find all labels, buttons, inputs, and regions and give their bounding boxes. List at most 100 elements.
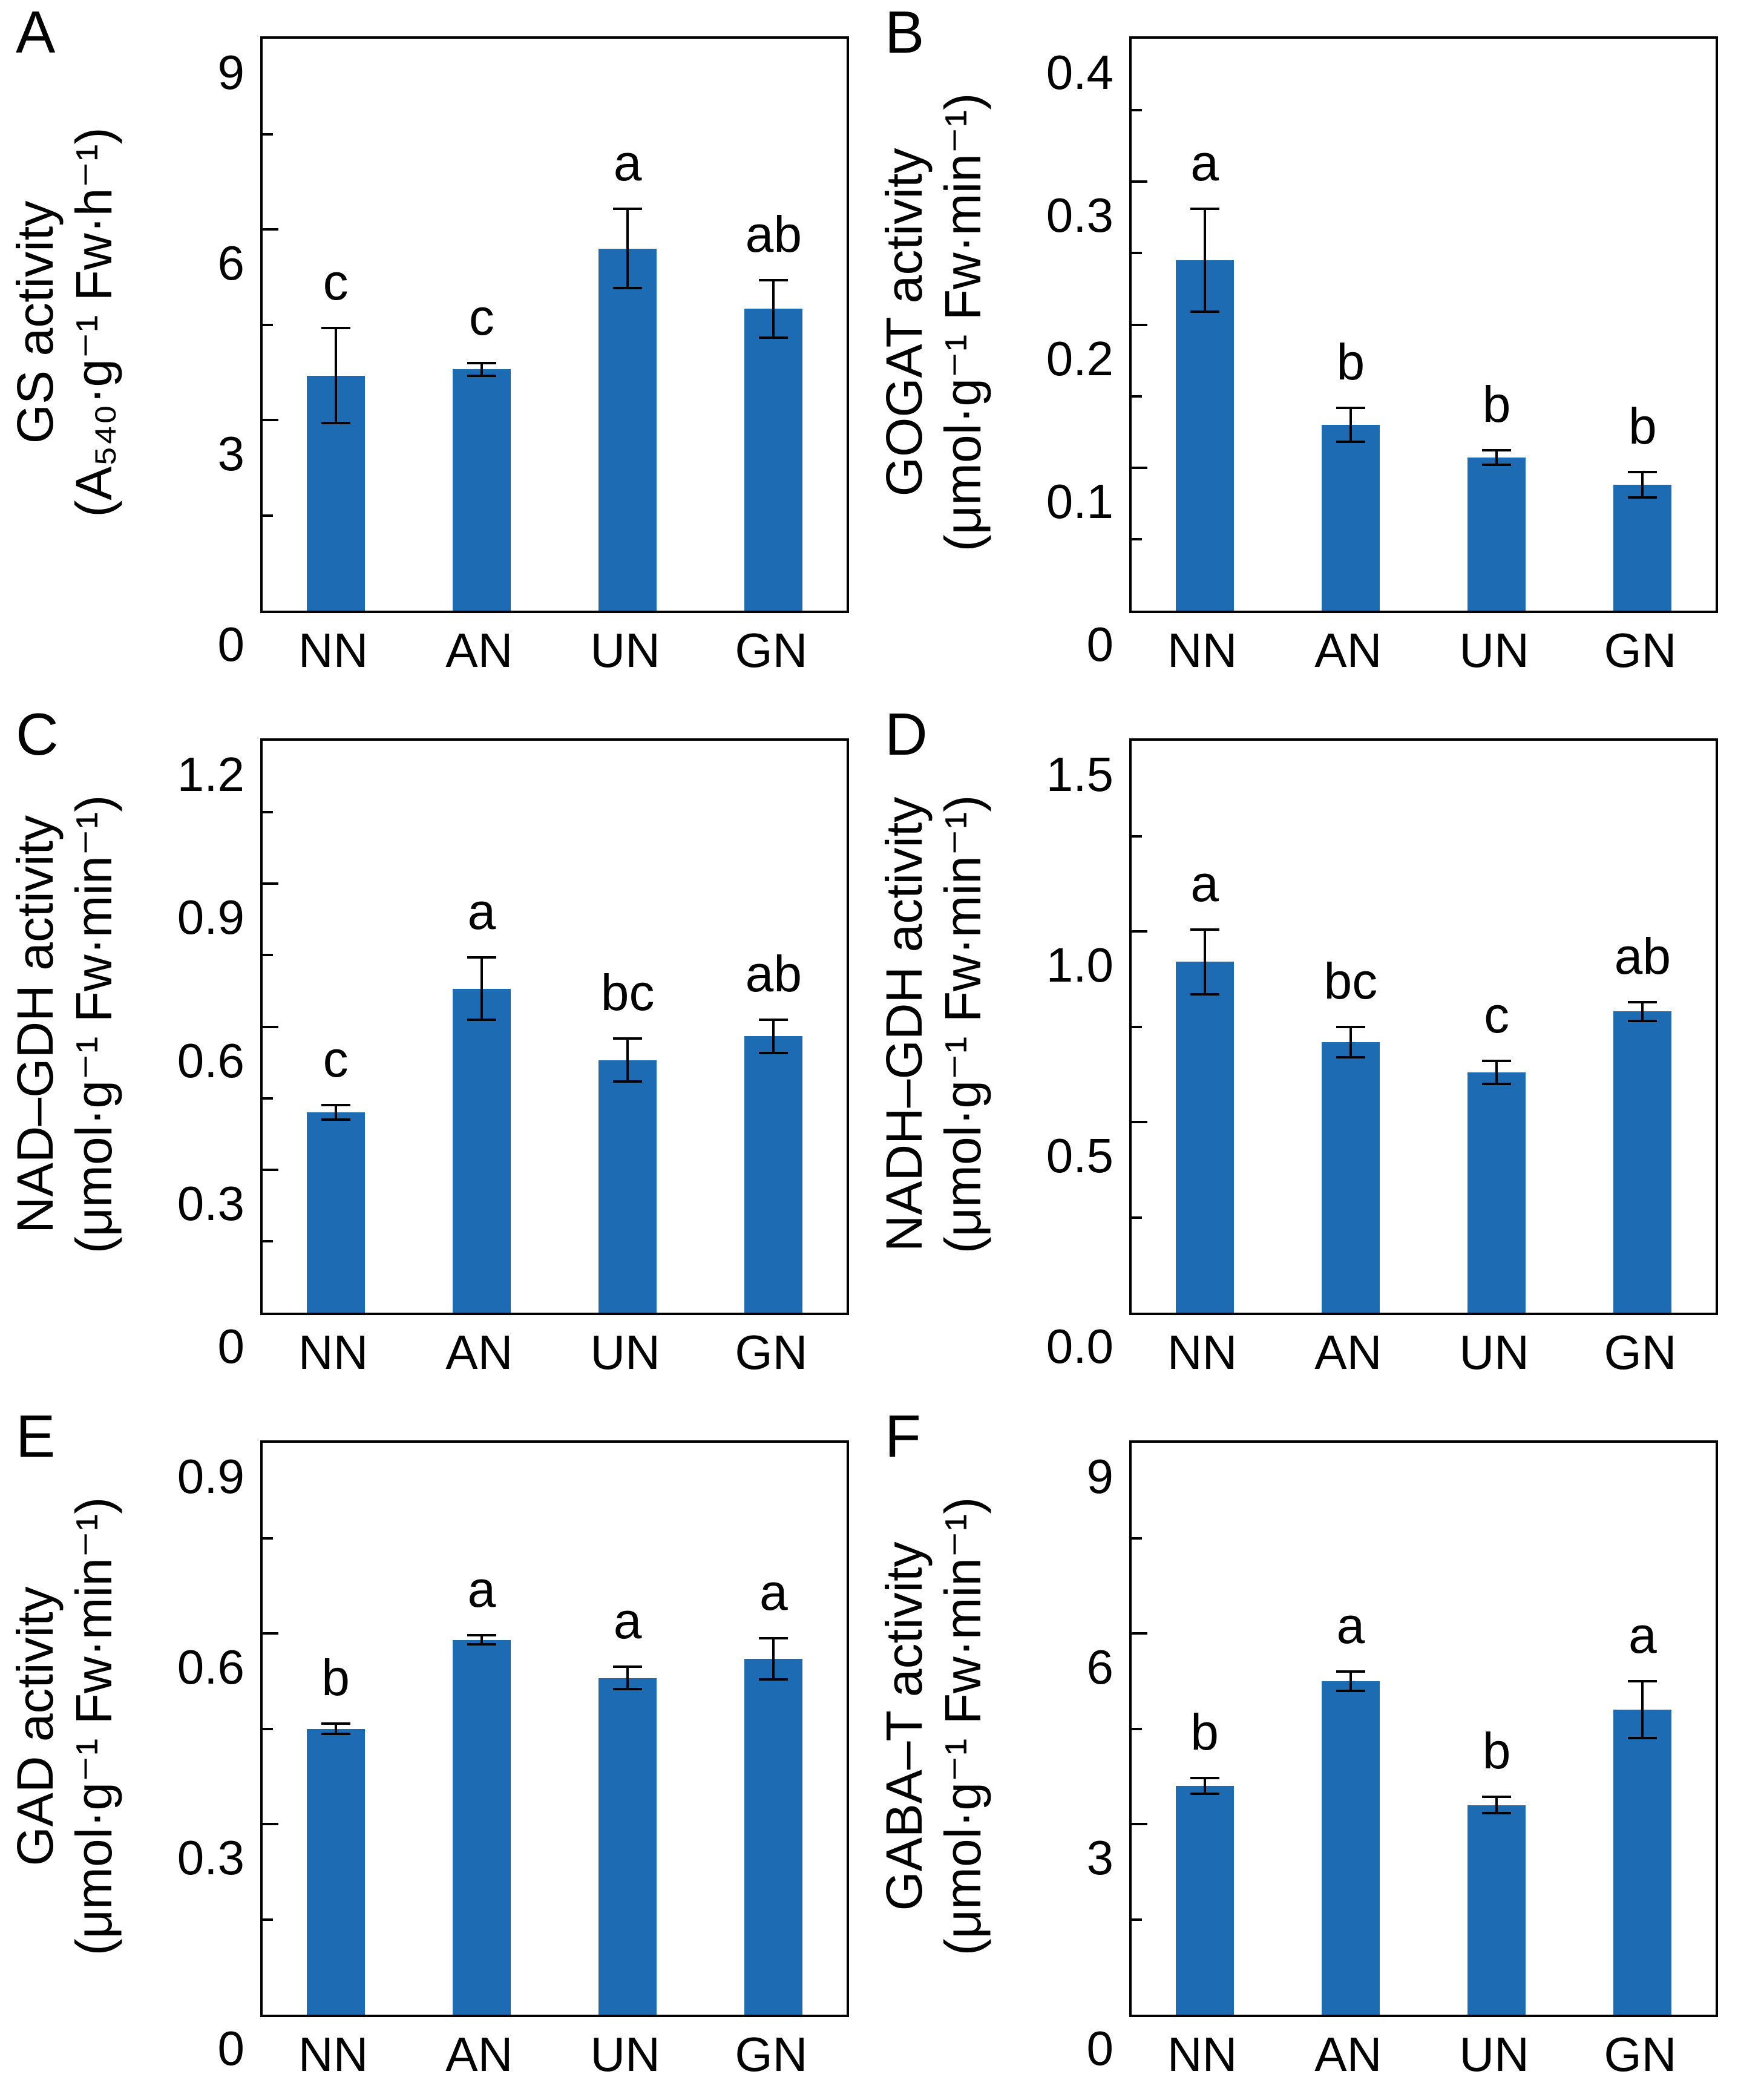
x-category-label: NN <box>1167 1325 1238 1379</box>
plot-area: b a b a <box>1129 1440 1718 2017</box>
plot-area: c c a ab <box>260 36 849 613</box>
error-bar-cap <box>1628 1020 1658 1023</box>
panel-letter: E <box>16 1403 56 1469</box>
significance-letter: a <box>1190 134 1219 192</box>
y-tick-label: 0.9 <box>177 890 244 945</box>
x-axis-labels: NN AN UN GN <box>1129 1328 1713 1389</box>
x-category-label: GN <box>1604 1325 1677 1379</box>
x-category-label: AN <box>1314 623 1382 677</box>
error-bar-cap <box>759 279 789 281</box>
x-category-label: NN <box>298 623 369 677</box>
error-bar-cap <box>613 286 643 289</box>
bar-GN <box>1613 1710 1672 2015</box>
significance-letter: b <box>1336 333 1365 390</box>
x-category-label: AN <box>1314 2027 1382 2081</box>
minor-tick <box>1132 835 1142 838</box>
bar-NN <box>1175 1786 1234 2015</box>
y-axis-tick-labels: 0 0.1 0.2 0.3 0.4 <box>869 36 1113 669</box>
y-tick-label: 1.5 <box>1046 747 1113 801</box>
error-bar <box>772 1638 775 1679</box>
x-category-label: AN <box>445 623 513 677</box>
y-tick-label: 0 <box>1086 2021 1114 2075</box>
minor-tick <box>263 514 273 517</box>
minor-tick <box>263 133 273 136</box>
x-category-label: GN <box>735 623 808 677</box>
x-category-label: GN <box>735 2027 808 2081</box>
x-category-label: GN <box>1604 2027 1677 2081</box>
significance-letter: c <box>323 253 349 310</box>
error-bar-cap <box>613 1080 643 1083</box>
error-bar <box>626 209 629 288</box>
significance-letter: c <box>323 1031 349 1088</box>
bar-UN <box>598 248 657 611</box>
y-axis-tick-labels: 0 0.3 0.6 0.9 1.2 <box>0 738 244 1371</box>
significance-letter: a <box>613 1592 642 1649</box>
error-bar <box>1641 471 1644 498</box>
bar-NN <box>306 1728 365 2015</box>
error-bar-cap <box>1336 1689 1365 1692</box>
panel-letter: B <box>885 0 925 65</box>
major-tick <box>1132 1823 1147 1825</box>
panel-letter: A <box>16 0 56 65</box>
y-axis-tick-labels: 0 3 6 9 <box>869 1440 1114 2073</box>
minor-tick <box>263 954 273 957</box>
error-bar-cap <box>1336 1670 1365 1673</box>
significance-letter: b <box>1190 1704 1219 1761</box>
error-bar-cap <box>1190 1792 1219 1795</box>
significance-letter: a <box>613 134 642 192</box>
error-bar-cap <box>1190 993 1219 996</box>
significance-letter: ab <box>745 206 802 263</box>
significance-letter: a <box>1336 1597 1365 1654</box>
y-tick-label: 0.6 <box>177 1033 244 1088</box>
significance-letter: ab <box>1614 927 1671 985</box>
error-bar-cap <box>467 374 496 377</box>
significance-letter: bc <box>600 964 655 1022</box>
major-tick <box>263 882 278 885</box>
y-tick-label: 0.3 <box>1046 188 1113 243</box>
significance-letter: b <box>321 1649 350 1707</box>
major-tick <box>1132 930 1147 933</box>
y-tick-label: 0 <box>1086 617 1114 671</box>
y-tick-label: 1.0 <box>1046 938 1113 992</box>
x-category-label: NN <box>1167 623 1238 677</box>
error-bar-cap <box>1628 470 1658 473</box>
error-bar <box>626 1039 629 1082</box>
error-bar <box>1203 209 1206 312</box>
significance-letter: a <box>759 1564 788 1621</box>
error-bar-cap <box>613 1665 643 1668</box>
error-bar-cap <box>1628 1737 1658 1740</box>
x-category-label: NN <box>298 1325 369 1379</box>
minor-tick <box>1132 1537 1142 1540</box>
minor-tick <box>1132 1727 1142 1730</box>
error-bar-cap <box>759 1637 789 1640</box>
minor-tick <box>1132 252 1142 255</box>
y-axis-tick-labels: 0.0 0.5 1.0 1.5 <box>869 738 1113 1371</box>
y-tick-label: 9 <box>1086 1449 1114 1503</box>
error-bar <box>1641 1681 1644 1739</box>
plot-area: b a a a <box>260 1440 849 2017</box>
minor-tick <box>263 1727 273 1730</box>
error-bar-cap <box>1336 1055 1365 1058</box>
minor-tick <box>1132 1025 1142 1028</box>
bar-AN <box>1321 1681 1380 2015</box>
x-axis-labels: NN AN UN GN <box>260 1328 844 1389</box>
error-bar-cap <box>1190 208 1219 211</box>
error-bar <box>480 957 483 1020</box>
chart-panel-gad: E GAD activity (μmol·g⁻¹ Fw·min⁻¹) 0 0.3 0… <box>0 1404 869 2100</box>
error-bar-cap <box>1336 1025 1365 1028</box>
error-bar-cap <box>321 1722 350 1725</box>
bar-UN <box>1467 1072 1526 1313</box>
error-bar-cap <box>1190 928 1219 931</box>
y-tick-label: 9 <box>217 45 245 99</box>
bar-AN <box>452 1639 511 2015</box>
significance-letter: ab <box>745 945 802 1002</box>
y-tick-label: 0.1 <box>1046 474 1113 528</box>
y-axis-tick-labels: 0 0.3 0.6 0.9 <box>0 1440 244 2073</box>
x-axis-labels: NN AN UN GN <box>1129 626 1713 687</box>
y-tick-label: 0 <box>217 2021 245 2075</box>
minor-tick <box>1132 537 1142 540</box>
major-tick <box>1132 180 1147 183</box>
bar-GN <box>1613 485 1672 611</box>
x-category-label: UN <box>590 2027 660 2081</box>
